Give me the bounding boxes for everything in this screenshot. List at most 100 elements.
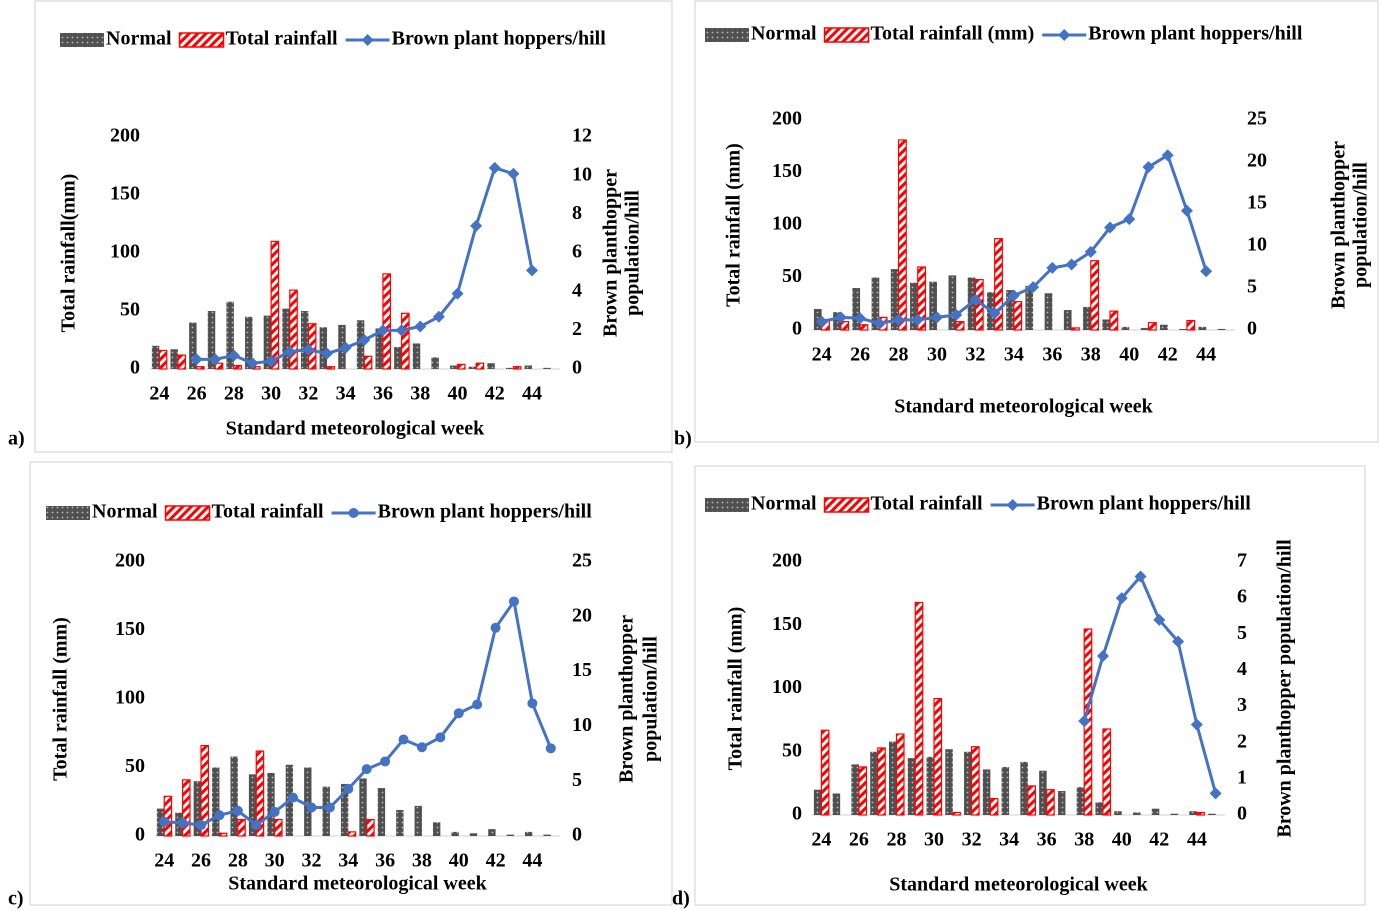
bar (230, 756, 238, 836)
legend-label: Total rainfall (212, 501, 324, 523)
y2-tick-label: 10 (572, 714, 592, 736)
x-tick-label: 42 (1158, 344, 1178, 366)
y-tick-label: 50 (782, 739, 802, 761)
bar (929, 281, 937, 330)
bar (400, 312, 410, 370)
y2-tick-label: 0 (1247, 318, 1257, 340)
line-marker (269, 806, 280, 817)
bar (319, 327, 328, 369)
bar (917, 266, 927, 331)
y-tick-label: 50 (125, 755, 145, 777)
bar (456, 363, 466, 370)
panel-label: b) (674, 428, 692, 450)
x-tick-label: 30 (265, 850, 285, 872)
bar (964, 751, 972, 815)
bar (1039, 770, 1047, 815)
bar (1196, 811, 1205, 816)
y2-axis-title: Brown planthopper (600, 169, 622, 337)
legend-label: Brown plant hoppers/hill (1088, 23, 1303, 45)
bar (1189, 811, 1197, 815)
bar (151, 345, 160, 369)
bar (1133, 812, 1141, 815)
x-tick-label: 24 (154, 850, 174, 872)
legend-swatch (46, 506, 90, 520)
legend-label: Normal (751, 23, 817, 45)
bar (543, 834, 551, 836)
legend-label: Brown plant hoppers/hill (1037, 493, 1252, 515)
x-tick-label: 44 (1187, 829, 1207, 851)
bar (469, 833, 478, 836)
y-tick-label: 200 (115, 550, 145, 572)
bar (1102, 319, 1111, 330)
x-tick-label: 34 (336, 383, 356, 405)
bar (356, 320, 365, 369)
bar (207, 311, 216, 369)
line-marker (1027, 281, 1040, 294)
x-tick-label: 28 (224, 383, 244, 405)
line-marker (343, 783, 354, 794)
y2-tick-label: 15 (1247, 192, 1267, 214)
bar (1208, 813, 1216, 815)
line-marker (358, 334, 371, 346)
legend-swatch (823, 27, 870, 43)
bar (382, 273, 392, 370)
bar (955, 321, 965, 331)
bar (212, 767, 220, 836)
legend-marker (361, 34, 374, 46)
y-tick-label: 50 (782, 265, 802, 287)
y2-axis-title: Brown planthopper (1328, 141, 1350, 309)
line-marker (376, 324, 389, 337)
x-tick-label: 24 (811, 829, 831, 851)
x-tick-label: 32 (965, 344, 985, 366)
y-tick-label: 150 (115, 618, 145, 640)
x-tick-label: 34 (999, 829, 1019, 851)
line-marker (324, 802, 335, 813)
line-marker (414, 320, 427, 333)
y-tick-label: 200 (110, 125, 140, 147)
panel-frame (34, 0, 673, 453)
line-marker (1104, 221, 1117, 234)
legend-label: Total rainfall (mm) (871, 23, 1035, 45)
bar (524, 365, 533, 369)
bar (1044, 293, 1053, 330)
line-marker (834, 311, 847, 324)
bar (888, 741, 897, 815)
y2-tick-label: 10 (1247, 234, 1267, 256)
y2-tick-label: 5 (1237, 622, 1247, 644)
bar (468, 366, 477, 369)
panel-frame (29, 461, 673, 906)
x-tick-label: 40 (449, 850, 469, 872)
y2-tick-label: 8 (572, 202, 582, 224)
y-tick-label: 100 (115, 687, 145, 709)
x-tick-label: 38 (1074, 829, 1094, 851)
bar (377, 788, 386, 836)
y-tick-label: 150 (772, 613, 802, 635)
bar (1121, 326, 1130, 330)
line-marker (321, 347, 334, 360)
bar (289, 289, 298, 370)
bar (1083, 306, 1091, 330)
bar (1109, 310, 1119, 331)
y-tick-label: 150 (110, 183, 140, 205)
line-marker (265, 355, 278, 368)
x-tick-label: 36 (375, 850, 395, 872)
x-tick-label: 36 (1042, 344, 1062, 366)
panel-frame (694, 465, 1366, 906)
bar (195, 366, 205, 370)
x-tick-label: 44 (522, 383, 542, 405)
bar (363, 355, 373, 370)
x-tick-label: 30 (261, 383, 281, 405)
y-tick-label: 100 (110, 241, 140, 263)
line-marker (526, 264, 539, 277)
line-series (1082, 573, 1218, 794)
line-marker (1200, 265, 1213, 278)
line-marker (339, 341, 352, 354)
line-marker (1096, 649, 1109, 662)
bar (982, 769, 991, 815)
bar (1027, 785, 1036, 816)
y2-axis-title: population/hill (640, 636, 662, 762)
line-marker (1078, 715, 1091, 728)
line-marker (214, 810, 225, 821)
y2-tick-label: 10 (572, 163, 592, 185)
x-tick-label: 28 (886, 829, 906, 851)
